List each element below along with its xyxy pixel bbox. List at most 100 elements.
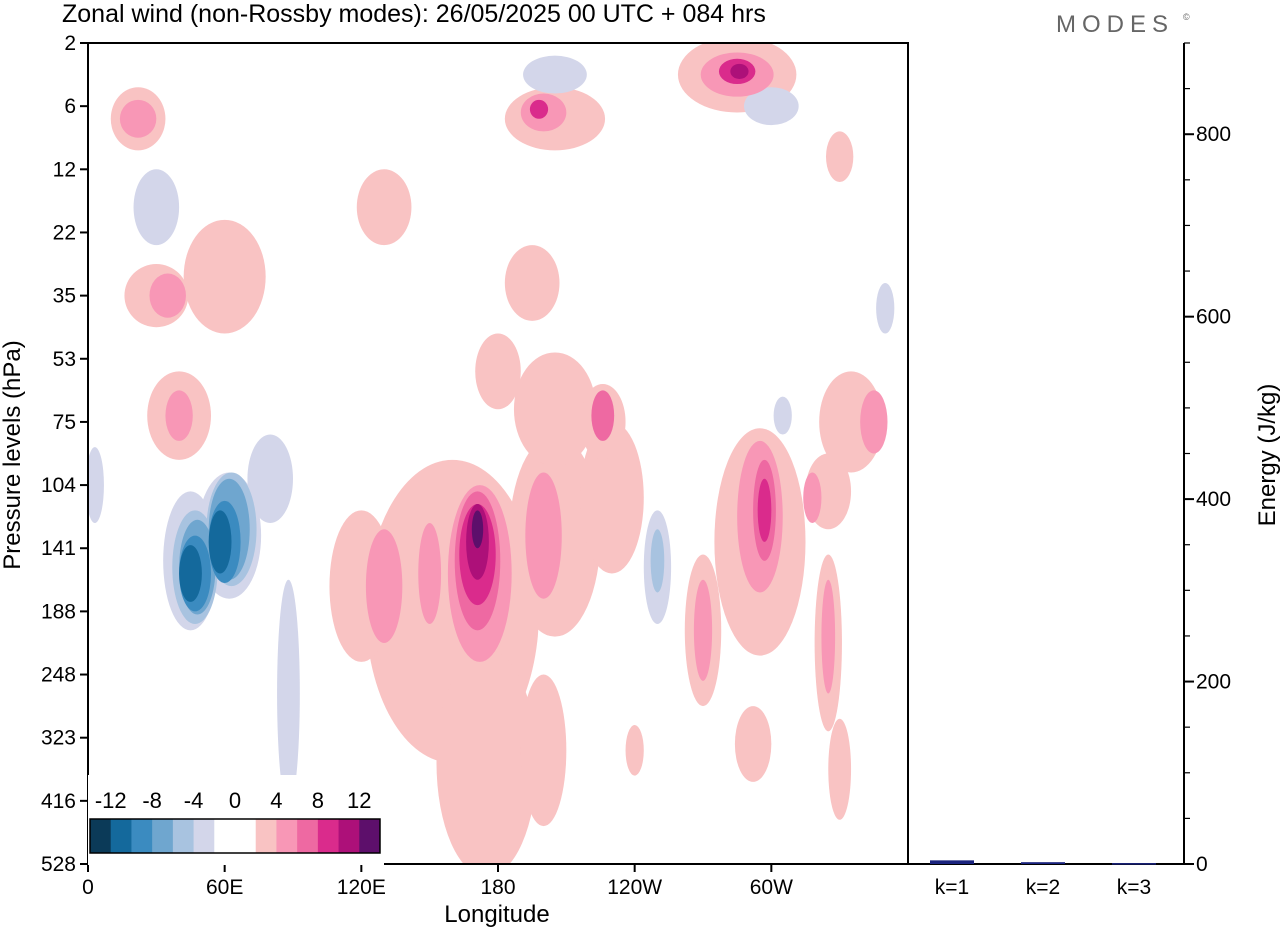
colorbar-swatch <box>338 819 360 853</box>
energy-axis-label: Energy (J/kg) <box>1254 384 1280 527</box>
wind-contour <box>860 390 888 454</box>
energy-bars <box>930 860 1156 865</box>
colorbar-label: -12 <box>95 788 127 813</box>
energy-frame-left <box>908 43 909 864</box>
colorbar-swatch <box>317 819 340 853</box>
wind-contour <box>605 592 642 669</box>
wind-contour <box>529 99 549 119</box>
wind-contour <box>523 55 587 94</box>
colorbar: -12 -8 -4 0 4 8 12 <box>88 775 384 865</box>
y-tick-label: 248 <box>41 664 76 687</box>
wind-contour <box>693 579 713 681</box>
x-axis-ticks: 0 60E 120E 180 120W 60W <box>82 864 793 899</box>
colorbar-label: -8 <box>142 788 162 813</box>
colorbar-swatch <box>152 819 174 853</box>
wind-contour <box>520 674 567 827</box>
wind-contour <box>183 219 266 334</box>
brand-text: MODES <box>1056 11 1174 38</box>
y-tick-label: 188 <box>41 600 76 623</box>
energy-tick-label: 200 <box>1196 671 1231 694</box>
brand-logo: MODES © <box>1056 11 1190 38</box>
colorbar-swatch <box>255 819 277 853</box>
wind-contour <box>757 478 772 542</box>
wind-contour <box>744 87 799 126</box>
colorbar-swatch <box>131 819 153 853</box>
wind-contour <box>119 99 157 138</box>
wind-contour <box>580 421 644 574</box>
x-tick-label: 120W <box>607 876 662 899</box>
y-tick-label: 53 <box>53 348 76 371</box>
wind-contour <box>356 169 412 246</box>
y-tick-label: 528 <box>41 853 76 876</box>
energy-panel: 0 200 400 600 800 k=1 k=2 k=3 Energy (J/kg) <box>908 42 1280 899</box>
wind-contour <box>381 112 455 176</box>
heatmap-plot: 2 6 12 22 35 53 75 104 141 188 248 323 416 528 0 60E 12… <box>0 32 909 928</box>
energy-category-label: k=1 <box>935 876 969 899</box>
energy-tick-label: 0 <box>1196 853 1208 876</box>
wind-contour <box>630 264 685 302</box>
energy-bar <box>1021 862 1065 864</box>
energy-categories: k=1 k=2 k=3 <box>935 876 1151 899</box>
wind-contour <box>773 396 792 435</box>
colorbar-swatch <box>172 819 195 853</box>
colorbar-swatch <box>193 819 215 853</box>
energy-bar <box>930 860 974 864</box>
wind-contour <box>365 529 403 643</box>
y-tick-label: 22 <box>53 221 76 244</box>
wind-contour <box>650 529 665 593</box>
wind-contour <box>828 718 852 820</box>
y-tick-label: 323 <box>41 727 76 750</box>
wind-contour <box>133 169 180 246</box>
wind-contour <box>591 390 615 441</box>
wind-contour <box>277 579 300 808</box>
colorbar-swatch <box>214 819 236 853</box>
wind-contour <box>730 63 749 79</box>
colorbar-label: 0 <box>229 788 241 813</box>
wind-contour <box>247 434 293 523</box>
energy-tick-label: 400 <box>1196 488 1231 511</box>
wind-contour <box>513 352 596 467</box>
wind-contour <box>165 390 193 441</box>
y-axis-ticks: 2 6 12 22 35 53 75 104 141 188 248 323 416 528 <box>41 32 88 876</box>
wind-contour <box>734 706 772 782</box>
y-tick-label: 2 <box>64 32 76 55</box>
colorbar-label: 8 <box>312 788 324 813</box>
y-tick-label: 12 <box>53 158 76 181</box>
y-tick-label: 6 <box>64 95 76 118</box>
wind-contour <box>208 510 232 574</box>
colorbar-frame <box>89 818 381 854</box>
colorbar-label: 4 <box>270 788 282 813</box>
wind-contour <box>525 472 562 599</box>
wind-contour <box>821 579 836 694</box>
colorbar-swatch <box>297 819 319 853</box>
energy-bar <box>1112 863 1156 865</box>
x-tick-label: 60W <box>750 876 793 899</box>
wind-contour <box>826 131 854 182</box>
y-tick-label: 75 <box>53 411 76 434</box>
wind-contour <box>418 522 442 625</box>
brand-mark: © <box>1183 12 1190 22</box>
energy-tick-label: 600 <box>1196 306 1231 329</box>
wind-contour <box>625 725 644 776</box>
wind-contour <box>803 472 822 523</box>
wind-contour <box>504 245 560 321</box>
energy-y-ticks: 0 200 400 600 800 <box>1184 42 1231 876</box>
wind-contour <box>876 282 895 334</box>
wind-contour <box>471 510 484 549</box>
colorbar-swatch <box>359 819 381 853</box>
x-tick-label: 120E <box>337 876 386 899</box>
y-tick-label: 104 <box>41 474 76 497</box>
energy-tick-label: 800 <box>1196 123 1231 146</box>
energy-category-label: k=3 <box>1117 876 1151 899</box>
colorbar-swatch <box>276 819 298 853</box>
y-tick-label: 141 <box>41 537 76 560</box>
wind-contour <box>475 333 521 410</box>
y-axis-label: Pressure levels (hPa) <box>0 340 26 569</box>
colorbar-label: 12 <box>347 788 371 813</box>
y-tick-label: 35 <box>53 285 76 308</box>
x-tick-label: 180 <box>480 876 515 899</box>
chart-title: Zonal wind (non-Rossby modes): 26/05/202… <box>62 0 766 28</box>
x-tick-label: 60E <box>206 876 243 899</box>
colorbar-swatch <box>90 819 112 853</box>
